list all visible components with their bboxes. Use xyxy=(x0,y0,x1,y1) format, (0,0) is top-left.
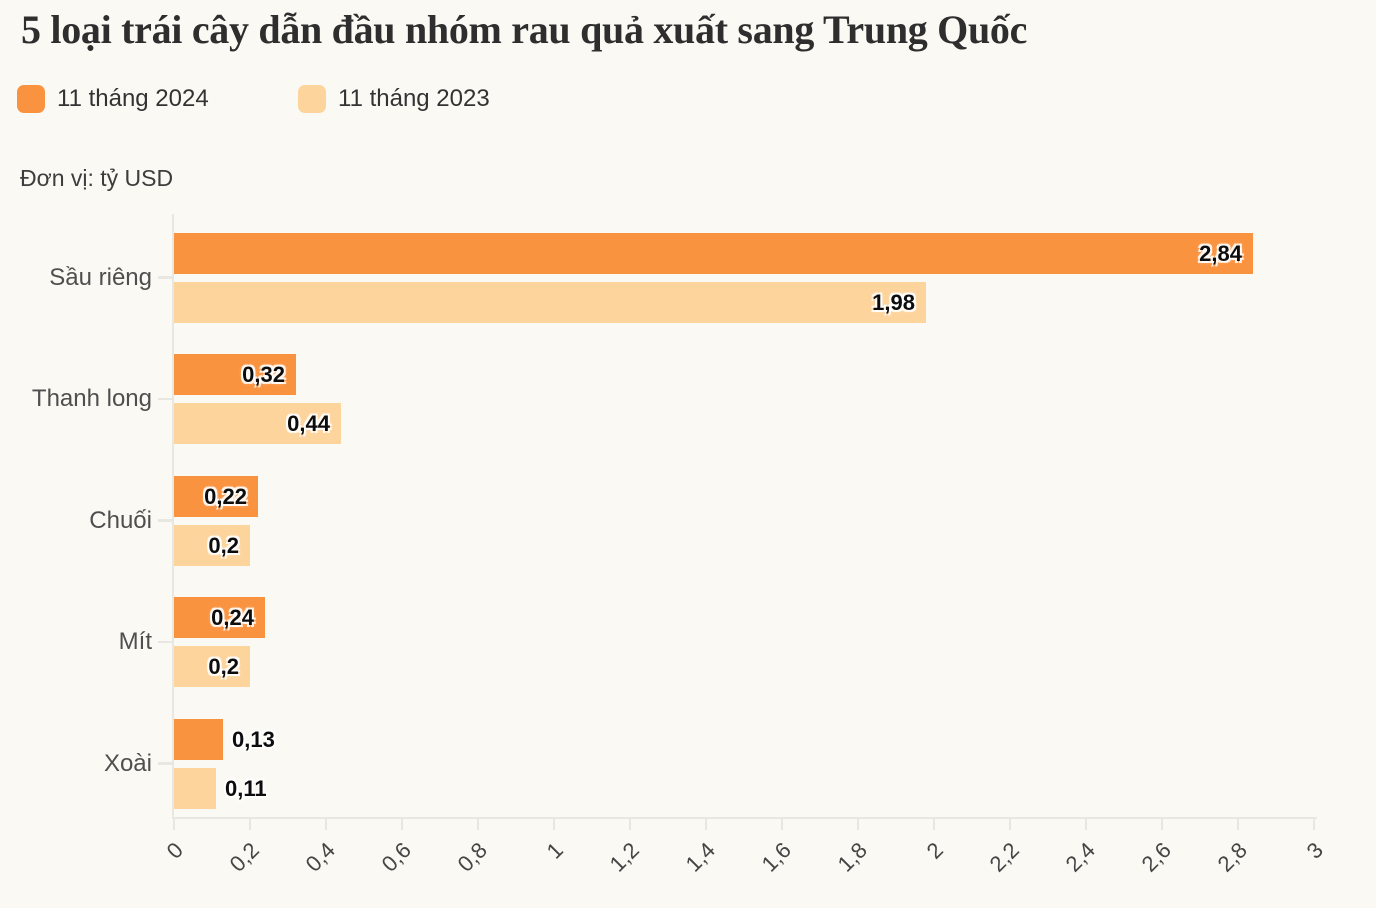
legend-label-2024: 11 tháng 2024 xyxy=(57,85,209,112)
category-tick xyxy=(157,397,172,401)
x-axis-tick-label-text: 2,8 xyxy=(1212,837,1252,877)
x-axis-tick-label-text: 0,2 xyxy=(224,837,264,877)
bar-value-label: 0,22 xyxy=(204,483,247,509)
bar-value-label: 0,44 xyxy=(287,411,330,436)
x-axis-tick-label: 2,6 xyxy=(1128,837,1176,876)
x-axis-tick-label: 3 xyxy=(1299,837,1328,863)
legend-swatch-2024-icon xyxy=(17,85,45,113)
bar-Xoài-11 tháng 2023 xyxy=(174,767,216,809)
x-axis-tick-label: 1,6 xyxy=(748,837,796,876)
bar-Sầu riêng-11 tháng 2023 xyxy=(174,281,926,323)
x-axis-tick xyxy=(400,819,404,830)
x-axis-tick-label: 0,6 xyxy=(368,837,416,876)
bar-Chuối-11 tháng 2023 xyxy=(174,524,250,566)
y-axis-line xyxy=(171,214,174,819)
x-axis-tick-label: 1,8 xyxy=(824,837,872,876)
bar-Sầu riêng-11 tháng 2024 xyxy=(174,232,1253,274)
category-label: Mít xyxy=(118,628,152,655)
x-axis-tick-label: 2,2 xyxy=(976,837,1024,876)
category-label: Xoài xyxy=(103,749,152,777)
legend-item-2024: 11 tháng 2024 xyxy=(17,85,209,113)
bar-value-label: 0,32 xyxy=(242,362,285,387)
x-axis-tick-label-text: 1 xyxy=(541,837,568,864)
x-axis-tick-label: 1 xyxy=(539,837,568,863)
x-axis-tick xyxy=(1236,819,1240,830)
x-axis-tick xyxy=(476,819,480,830)
x-axis-tick-label-text: 1,6 xyxy=(756,837,796,877)
x-axis-tick xyxy=(172,819,176,830)
x-axis-tick xyxy=(552,819,556,830)
bar-value-label: 2,84 xyxy=(1199,240,1242,266)
x-axis-tick xyxy=(248,819,252,830)
x-axis-tick-label-text: 3 xyxy=(1301,837,1328,864)
bar-value-label: 0,2 xyxy=(208,654,239,679)
legend-label-2023: 11 tháng 2023 xyxy=(338,85,490,112)
x-axis-tick xyxy=(628,819,632,830)
x-axis-tick-label: 2,8 xyxy=(1204,837,1252,876)
x-axis-tick-label-text: 2,4 xyxy=(1060,837,1100,877)
x-axis-line xyxy=(171,816,1317,819)
x-axis-tick-label: 0,8 xyxy=(444,837,492,876)
legend-swatch-2023-icon xyxy=(298,85,326,113)
x-axis-tick-label: 1,2 xyxy=(596,837,644,876)
category-tick xyxy=(157,762,172,765)
category-tick xyxy=(157,640,172,644)
category-label: Thanh long xyxy=(31,385,152,412)
x-axis-tick-label-text: 1,4 xyxy=(680,837,720,877)
bar-value-label: 0,11 xyxy=(225,775,267,801)
x-axis-tick xyxy=(1160,819,1164,830)
x-axis-tick xyxy=(324,819,328,830)
category-label: Chuối xyxy=(89,506,152,534)
bar-Chuối-11 tháng 2024 xyxy=(174,475,258,517)
bar-Xoài-11 tháng 2024 xyxy=(174,718,223,760)
category-tick xyxy=(157,519,172,522)
x-axis-tick-label: 0,4 xyxy=(292,837,340,876)
chart-title: 5 loại trái cây dẫn đầu nhóm rau quả xuấ… xyxy=(21,7,1028,52)
x-axis-tick xyxy=(780,819,784,830)
legend-item-2023: 11 tháng 2023 xyxy=(298,85,490,113)
x-axis-tick-label-text: 0 xyxy=(161,837,188,864)
x-axis-tick xyxy=(1084,819,1088,830)
bar-Thanh long-11 tháng 2024 xyxy=(174,354,296,395)
x-axis-tick-label-text: 1,8 xyxy=(832,837,872,877)
x-axis-tick-label-text: 1,2 xyxy=(604,837,644,877)
x-axis-tick xyxy=(1008,819,1012,830)
bar-Mít-11 tháng 2023 xyxy=(174,646,250,687)
x-axis-tick xyxy=(856,819,860,830)
bar-value-label: 0,24 xyxy=(211,605,254,630)
x-axis-tick-label: 1,4 xyxy=(672,837,720,876)
bar-value-label: 0,13 xyxy=(232,726,275,752)
x-axis-tick xyxy=(704,819,708,830)
x-axis-tick-label: 0,2 xyxy=(216,837,264,876)
bar-Mít-11 tháng 2024 xyxy=(174,597,265,638)
x-axis-tick-label-text: 0,4 xyxy=(300,837,340,877)
x-axis-tick-label-text: 2 xyxy=(921,837,948,864)
x-axis-tick-label-text: 2,2 xyxy=(984,837,1024,877)
x-axis-tick xyxy=(932,819,936,830)
x-axis-tick-label: 0 xyxy=(159,837,188,863)
category-tick xyxy=(157,276,172,279)
bar-Thanh long-11 tháng 2023 xyxy=(174,403,341,444)
x-axis-tick-label-text: 0,6 xyxy=(376,837,416,877)
bar-value-label: 0,2 xyxy=(208,532,239,558)
category-label: Sầu riêng xyxy=(49,263,152,291)
x-axis-tick xyxy=(1312,819,1316,830)
x-axis-tick-label-text: 0,8 xyxy=(452,837,492,877)
x-axis-tick-label-text: 2,6 xyxy=(1136,837,1176,877)
x-axis-tick-label: 2,4 xyxy=(1052,837,1100,876)
bar-value-label: 1,98 xyxy=(872,289,915,315)
x-axis-tick-label: 2 xyxy=(919,837,948,863)
unit-label: Đơn vị: tỷ USD xyxy=(20,165,174,191)
